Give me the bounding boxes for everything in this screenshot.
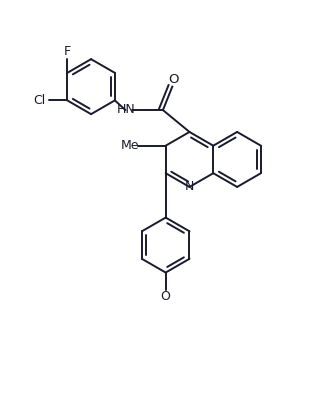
- Text: O: O: [169, 73, 179, 86]
- Text: Cl: Cl: [34, 94, 46, 107]
- Text: N: N: [185, 181, 194, 193]
- Text: F: F: [64, 46, 71, 58]
- Text: O: O: [161, 290, 171, 303]
- Text: Me: Me: [121, 139, 140, 152]
- Text: HN: HN: [117, 103, 135, 116]
